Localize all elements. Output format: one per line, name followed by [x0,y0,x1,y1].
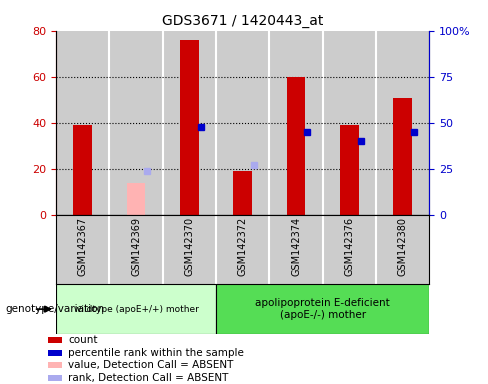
Bar [56,284,216,334]
Text: percentile rank within the sample: percentile rank within the sample [68,348,244,358]
Text: GSM142374: GSM142374 [291,217,301,276]
Text: GSM142370: GSM142370 [184,217,194,276]
Bar [109,31,163,215]
Text: count: count [68,335,98,345]
Bar [56,31,109,215]
Bar [127,183,145,215]
Text: GSM142380: GSM142380 [398,217,408,276]
Bar [376,31,429,215]
Text: GSM142376: GSM142376 [345,217,354,276]
Bar [48,375,62,381]
Bar [180,40,199,215]
Text: GSM142369: GSM142369 [131,217,141,276]
Bar [233,171,252,215]
Bar [393,98,412,215]
Bar [48,337,62,343]
Bar [216,31,269,215]
Bar [48,362,62,368]
Text: GSM142367: GSM142367 [78,217,88,276]
Bar [216,284,429,334]
Bar [163,31,216,215]
Text: genotype/variation: genotype/variation [5,304,104,314]
Text: wildtype (apoE+/+) mother: wildtype (apoE+/+) mother [74,305,199,314]
Text: apolipoprotein E-deficient
(apoE-/-) mother: apolipoprotein E-deficient (apoE-/-) mot… [255,298,390,320]
Text: GSM142372: GSM142372 [238,217,248,276]
Text: value, Detection Call = ABSENT: value, Detection Call = ABSENT [68,360,233,370]
Text: rank, Detection Call = ABSENT: rank, Detection Call = ABSENT [68,373,228,383]
Bar [269,31,323,215]
Bar [323,31,376,215]
Bar [340,125,359,215]
Bar [74,125,92,215]
Title: GDS3671 / 1420443_at: GDS3671 / 1420443_at [162,14,324,28]
Bar [48,350,62,356]
Bar [287,77,305,215]
